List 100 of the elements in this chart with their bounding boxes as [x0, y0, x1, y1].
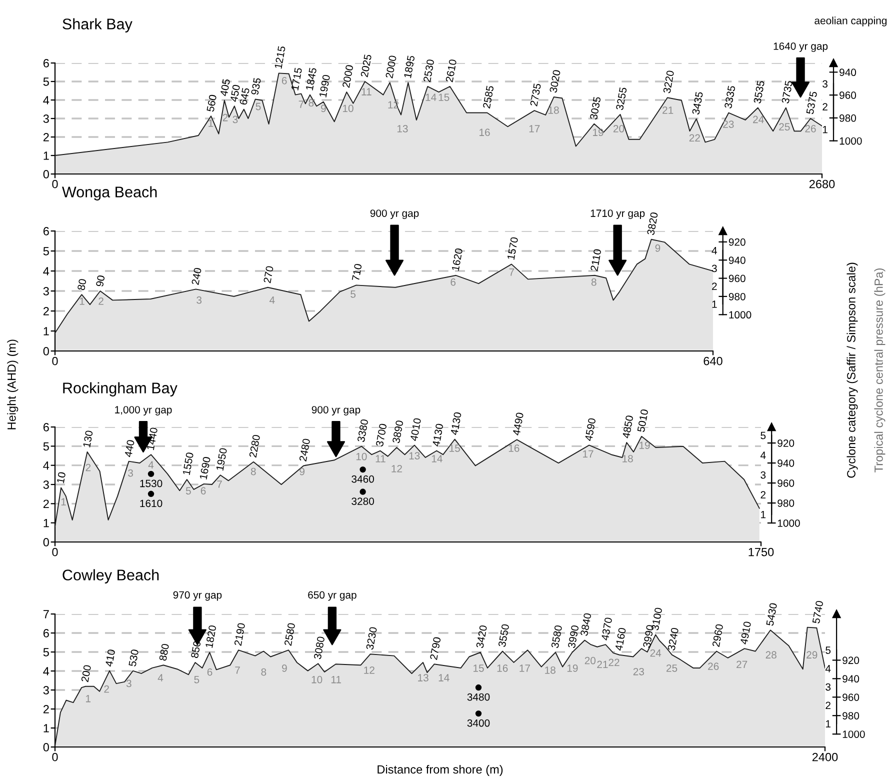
y-tick-label: 3 — [43, 480, 49, 489]
annotation: 1 — [208, 120, 214, 127]
annotation: 26 — [708, 662, 719, 670]
y-tick-label: 2 — [43, 500, 49, 508]
annotation: 3380 — [357, 418, 368, 442]
annotation: 2000 — [342, 64, 354, 88]
y-tick-label: 6 — [43, 423, 49, 432]
y2-tick-label: 960 — [728, 274, 746, 282]
y-tick-label: 4 — [43, 267, 50, 276]
y-tick-label: 1 — [44, 152, 49, 160]
annotation: 3400 — [467, 719, 490, 727]
point — [148, 490, 154, 497]
text: aeolian capping — [814, 16, 887, 26]
annotation: 3035 — [590, 96, 601, 120]
annotation: 2960 — [712, 624, 724, 648]
annotation: 4850 — [622, 415, 634, 439]
y3-tick-label: 4 — [760, 452, 766, 459]
annotation: 17 — [583, 450, 594, 458]
y-tick-label: 1 — [44, 518, 49, 528]
x-tick-label: 2400 — [812, 752, 838, 762]
annotation: 25 — [779, 123, 790, 131]
annotation: 3020 — [549, 70, 561, 93]
annotation: 270 — [263, 266, 274, 284]
annotation: 3550 — [498, 624, 510, 648]
y3-tick-label: 2 — [826, 702, 830, 709]
annotation: 14 — [426, 94, 436, 101]
annotation: 2 — [104, 685, 109, 693]
annotation: 2585 — [482, 85, 494, 109]
annotation: 645 — [239, 88, 250, 106]
annotation: 4130 — [432, 423, 444, 447]
annotation: 11 — [331, 676, 341, 684]
y-tick-label: 3 — [43, 287, 49, 296]
y3-tick-label: 5 — [826, 646, 831, 654]
annotation: 26 — [805, 125, 816, 132]
annotation: 2610 — [446, 59, 457, 82]
annotation: 3820 — [646, 212, 658, 236]
y3-tick-label: 4 — [825, 665, 831, 672]
point — [360, 488, 366, 495]
annotation: 15 — [474, 664, 484, 672]
y2-tick-label: 960 — [842, 694, 860, 701]
y2-tick-label: 980 — [842, 712, 860, 720]
annotation: 16 — [508, 444, 520, 452]
annotation: 9 — [300, 468, 305, 476]
annotation: 3335 — [724, 85, 736, 109]
y-tick-label: 5 — [43, 247, 49, 256]
text: 650 yr gap — [308, 591, 356, 601]
annotation: 2000 — [385, 55, 397, 78]
annotation: 3990 — [568, 625, 579, 648]
annotation: 3280 — [352, 498, 374, 505]
annotation: 25 — [666, 664, 678, 672]
annotation: 8 — [591, 278, 596, 286]
annotation: 5 — [194, 676, 200, 684]
annotation: 17 — [520, 664, 530, 672]
annotation: 21 — [662, 106, 674, 114]
annotation: 8 — [308, 99, 314, 107]
annotation: 13 — [397, 125, 408, 132]
annotation: 3700 — [376, 423, 387, 447]
y2-tick-label: 960 — [778, 480, 794, 487]
annotation: 3240 — [668, 627, 679, 651]
annotation: 18 — [548, 106, 559, 114]
y3-tick-label: 2 — [760, 491, 766, 498]
annotation: 2280 — [249, 434, 260, 458]
text: 900 yr gap — [312, 406, 360, 416]
annotation: 12 — [392, 464, 402, 472]
y-tick-label: 2 — [43, 133, 49, 142]
annotation: 24 — [753, 116, 764, 124]
annotation: 23 — [723, 120, 734, 128]
annotation: 5375 — [806, 91, 818, 114]
annotation: 3100 — [651, 607, 662, 631]
annotation: 9 — [321, 104, 326, 112]
annotation: 10 — [56, 472, 66, 484]
annotation: 1620 — [452, 248, 463, 271]
annotation: 3 — [128, 469, 133, 477]
annotation: 2 — [86, 464, 91, 472]
annotation: 15 — [438, 94, 450, 101]
annotation: 10 — [356, 452, 367, 460]
chart-title: Shark Bay — [62, 18, 132, 32]
annotation: 2 — [98, 297, 104, 305]
y-tick-label: 5 — [43, 78, 49, 86]
y2-tick-label: 980 — [778, 500, 794, 507]
annotation: 22 — [608, 658, 620, 666]
y2-tick-label: 1000 — [840, 137, 862, 145]
y3-tick-label: 2 — [712, 282, 717, 290]
y-axis-title: Height (AHD) (m) — [7, 340, 18, 430]
text: 1710 yr gap — [590, 210, 645, 219]
annotation: 4160 — [614, 627, 626, 651]
annotation: 27 — [736, 660, 748, 668]
annotation: 21 — [597, 660, 608, 668]
x-tick-label: 2680 — [809, 180, 835, 188]
y3-tick-label: 1 — [822, 126, 828, 134]
y2-tick-label: 960 — [840, 92, 856, 99]
annotation: 3080 — [314, 636, 325, 660]
y2-tick-label: 940 — [840, 68, 856, 76]
annotation: 4 — [158, 674, 164, 682]
annotation: 6 — [450, 278, 456, 286]
annotation: 4 — [269, 296, 275, 304]
annotation: 3220 — [663, 70, 674, 94]
annotation: 19 — [640, 442, 650, 449]
annotation: 18 — [622, 454, 633, 462]
annotation: 28 — [766, 651, 776, 659]
